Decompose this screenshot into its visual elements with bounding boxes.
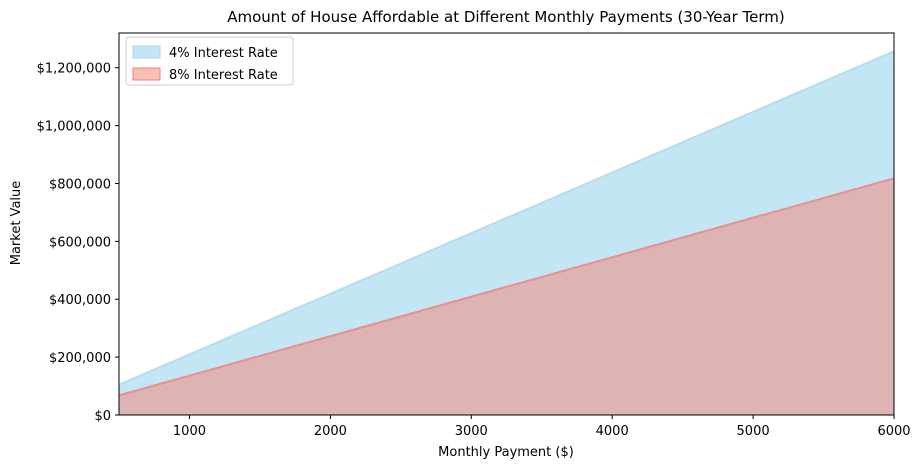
legend-swatch-2: [132, 67, 161, 81]
legend-box: [125, 36, 294, 86]
area-series-2: [119, 178, 894, 415]
legend-label-2: 8% Interest Rate: [169, 68, 278, 83]
y-tick-label: $600,000: [49, 235, 111, 250]
legend-label-1: 4% Interest Rate: [169, 46, 278, 61]
y-tick-label: $800,000: [49, 177, 111, 192]
y-axis-title: Market Value: [9, 181, 24, 266]
x-axis-title: Monthly Payment ($): [438, 445, 574, 460]
area-series-group: [118, 50, 895, 416]
legend-swatch-1: [132, 45, 161, 59]
legend: 4% Interest Rate 8% Interest Rate: [125, 36, 294, 86]
x-tick-label: 1000: [173, 424, 206, 439]
plot-frame: [118, 32, 895, 416]
x-tick-label: 4000: [596, 424, 629, 439]
axes-group: [118, 32, 895, 416]
x-tick-label: 2000: [314, 424, 347, 439]
x-tick-label: 3000: [455, 424, 488, 439]
chart-title: Amount of House Affordable at Different …: [227, 8, 785, 26]
x-tick-label: 5000: [737, 424, 770, 439]
y-axis-ticks: $0 $200,000 $400,000 $600,000 $800,000 $1,000…: [37, 62, 119, 424]
y-tick-label: $400,000: [49, 293, 111, 308]
area-series-2-edge: [118, 177, 895, 397]
x-axis-ticks: 1000 2000 3000 4000 5000 6000: [173, 415, 911, 439]
area-series-1-edge: [118, 50, 895, 386]
y-tick-label: $1,000,000: [37, 120, 111, 135]
y-tick-label: $0: [94, 409, 111, 424]
y-tick-label: $1,200,000: [37, 62, 111, 77]
y-tick-label: $200,000: [49, 351, 111, 366]
x-tick-label: 6000: [877, 424, 910, 439]
